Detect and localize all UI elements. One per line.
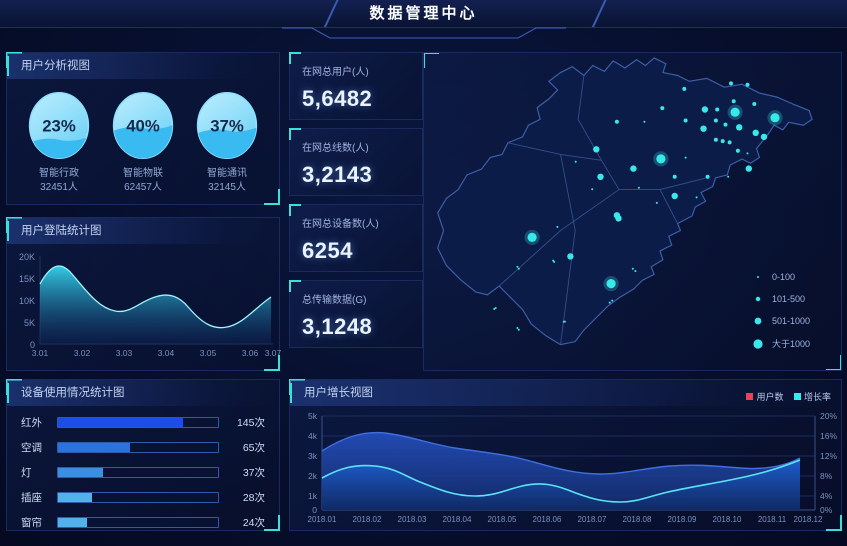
svg-text:8%: 8% [820,471,833,481]
svg-text:16%: 16% [820,431,837,441]
svg-text:20K: 20K [19,252,35,262]
svg-text:3.01: 3.01 [32,348,49,358]
svg-text:15K: 15K [19,274,35,284]
svg-text:5k: 5k [308,411,318,421]
svg-text:3.03: 3.03 [116,348,133,358]
svg-text:2018.06: 2018.06 [533,515,562,524]
svg-text:3.02: 3.02 [74,348,91,358]
svg-text:40%: 40% [126,116,160,135]
svg-text:2k: 2k [308,471,318,481]
svg-text:2018.12: 2018.12 [794,515,823,524]
svg-text:3.06: 3.06 [242,348,259,358]
svg-text:2018.09: 2018.09 [668,515,697,524]
svg-text:2018.03: 2018.03 [398,515,427,524]
svg-text:3.04: 3.04 [158,348,175,358]
svg-text:2018.02: 2018.02 [353,515,382,524]
svg-text:3.07: 3.07 [265,348,281,358]
svg-text:2018.01: 2018.01 [308,515,337,524]
svg-text:0-100: 0-100 [772,272,795,282]
svg-text:23%: 23% [42,116,76,135]
svg-text:37%: 37% [210,116,244,135]
svg-text:0%: 0% [820,505,833,515]
svg-text:1k: 1k [308,491,318,501]
svg-text:2018.05: 2018.05 [488,515,517,524]
svg-text:2018.11: 2018.11 [758,515,787,524]
svg-text:0: 0 [312,505,317,515]
svg-text:2018.10: 2018.10 [713,515,742,524]
svg-text:4%: 4% [820,491,833,501]
svg-text:12%: 12% [820,451,837,461]
svg-text:101-500: 101-500 [772,294,805,304]
svg-text:2018.08: 2018.08 [623,515,652,524]
svg-text:4k: 4k [308,431,318,441]
svg-text:2018.07: 2018.07 [578,515,607,524]
svg-text:5K: 5K [24,318,35,328]
svg-text:501-1000: 501-1000 [772,316,810,326]
svg-text:2018.04: 2018.04 [443,515,472,524]
svg-text:3.05: 3.05 [200,348,217,358]
svg-text:3k: 3k [308,451,318,461]
svg-text:10K: 10K [19,296,35,306]
svg-text:20%: 20% [820,411,837,421]
svg-text:大于1000: 大于1000 [772,338,810,349]
